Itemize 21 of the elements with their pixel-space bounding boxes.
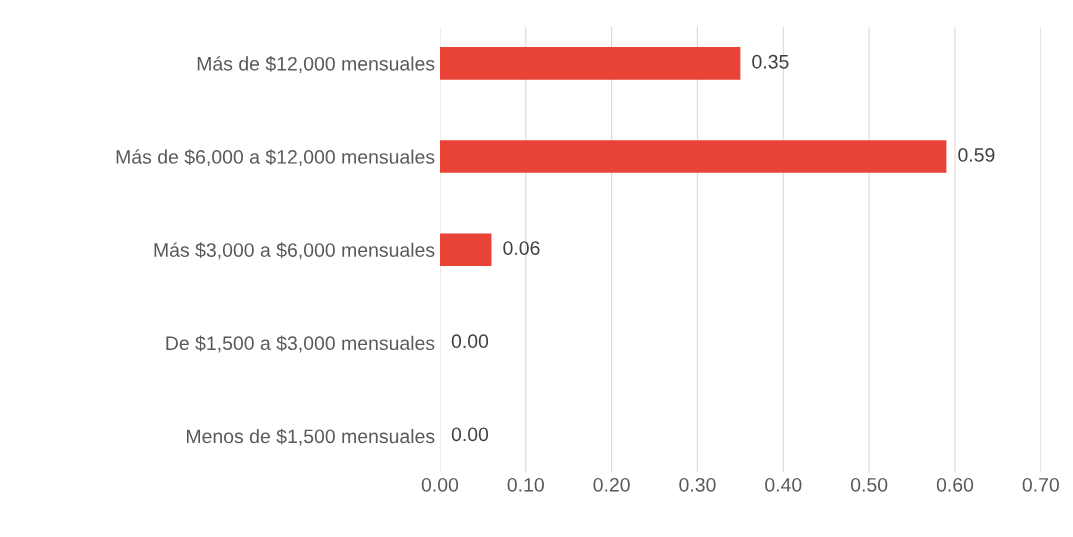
bar bbox=[439, 233, 492, 267]
x-tick-label: 0.50 bbox=[850, 477, 888, 492]
data-label: 0.00 bbox=[451, 334, 489, 349]
data-label: 0.35 bbox=[752, 54, 789, 69]
x-tick-label: 0.60 bbox=[936, 477, 974, 492]
x-tick-label: 0.00 bbox=[421, 477, 459, 492]
data-label: 0.59 bbox=[958, 148, 995, 162]
y-tick-label: Más de $6,000 a $12,000 mensuales bbox=[116, 149, 435, 167]
y-tick-label: Menos de $1,500 mensuales bbox=[186, 428, 435, 446]
bar bbox=[439, 140, 947, 173]
x-tick-label: 0.30 bbox=[679, 477, 716, 492]
y-tick-label: Más de $12,000 mensuales bbox=[197, 56, 435, 73]
bar bbox=[439, 47, 741, 80]
data-label: 0.06 bbox=[503, 241, 540, 255]
x-tick-label: 0.40 bbox=[765, 477, 802, 492]
x-tick-label: 0.20 bbox=[593, 477, 630, 492]
y-tick-label: Más $3,000 a $6,000 mensuales bbox=[154, 242, 435, 260]
x-tick-label: 0.10 bbox=[507, 477, 544, 492]
x-tick-label: 0.70 bbox=[1022, 477, 1059, 492]
y-tick-label: De $1,500 a $3,000 mensuales bbox=[166, 335, 435, 353]
data-label: 0.00 bbox=[451, 427, 489, 442]
